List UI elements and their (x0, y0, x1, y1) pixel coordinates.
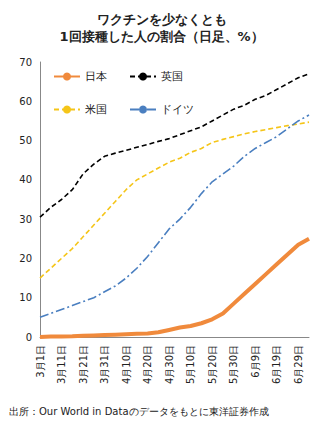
svg-text:40: 40 (19, 174, 32, 185)
svg-text:米国: 米国 (85, 103, 107, 116)
svg-text:出所：Our World in Dataのデータをもとに東洋: 出所：Our World in Dataのデータをもとに東洋証券作成 (9, 406, 269, 417)
svg-text:30: 30 (19, 214, 32, 225)
svg-text:3月1日: 3月1日 (35, 345, 46, 378)
svg-text:1回接種した人の割合（日足、%）: 1回接種した人の割合（日足、%） (59, 29, 263, 44)
svg-text:10: 10 (19, 292, 32, 303)
svg-text:6月19日: 6月19日 (271, 345, 282, 384)
svg-text:4月10日: 4月10日 (121, 345, 132, 384)
svg-text:6月29日: 6月29日 (293, 345, 304, 384)
svg-text:ワクチンを少なくとも: ワクチンを少なくとも (97, 12, 227, 27)
svg-text:3月21日: 3月21日 (78, 345, 89, 384)
svg-text:60: 60 (19, 96, 32, 107)
svg-text:英国: 英国 (161, 70, 183, 83)
svg-text:4月30日: 4月30日 (164, 345, 175, 384)
svg-text:5月20日: 5月20日 (207, 345, 218, 384)
svg-text:20: 20 (19, 253, 32, 264)
svg-text:ドイツ: ドイツ (161, 103, 194, 116)
svg-text:6月9日: 6月9日 (250, 345, 261, 378)
svg-text:5月30日: 5月30日 (228, 345, 239, 384)
svg-text:50: 50 (19, 135, 32, 146)
svg-text:3月31日: 3月31日 (99, 345, 110, 384)
svg-text:日本: 日本 (85, 70, 107, 83)
svg-text:0: 0 (26, 332, 32, 343)
svg-text:5月10日: 5月10日 (185, 345, 196, 384)
svg-text:4月20日: 4月20日 (142, 345, 153, 384)
svg-text:3月11日: 3月11日 (56, 345, 67, 384)
svg-text:70: 70 (19, 57, 32, 68)
